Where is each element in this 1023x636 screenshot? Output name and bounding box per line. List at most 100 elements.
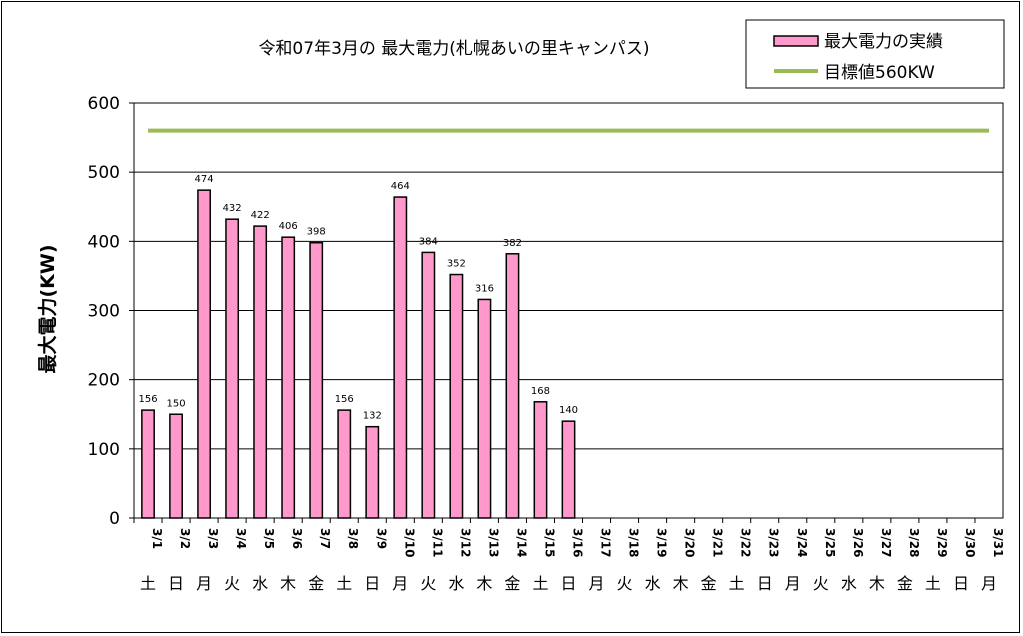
x-tick-label: 3/3 bbox=[206, 528, 220, 549]
bar-data-label: 132 bbox=[363, 411, 382, 422]
bar-data-label: 474 bbox=[195, 174, 214, 185]
x-tick-label: 3/15 bbox=[542, 528, 556, 557]
bar-data-label: 422 bbox=[251, 210, 270, 221]
weekday-label: 木 bbox=[869, 574, 885, 593]
weekday-label: 月 bbox=[196, 574, 212, 593]
chart-title: 令和07年3月の 最大電力(札幌あいの里キャンパス) bbox=[258, 39, 649, 59]
weekday-label: 土 bbox=[532, 574, 548, 593]
weekday-labels: 土日月火水木金土日月火水木金土日月火水木金土日月火水木金土日月 bbox=[140, 574, 997, 593]
weekday-label: 水 bbox=[448, 574, 464, 593]
x-tick-label: 3/4 bbox=[234, 528, 248, 549]
x-tick-label: 3/19 bbox=[655, 528, 669, 557]
bar bbox=[309, 241, 324, 519]
bar bbox=[477, 298, 492, 519]
x-tick-label: 3/11 bbox=[430, 528, 444, 557]
weekday-label: 金 bbox=[308, 574, 324, 593]
x-tick-label: 3/16 bbox=[571, 528, 585, 557]
x-tick-label: 3/26 bbox=[851, 528, 865, 557]
bar bbox=[505, 253, 520, 519]
weekday-label: 水 bbox=[645, 574, 661, 593]
weekday-label: 火 bbox=[420, 574, 436, 593]
weekday-label: 月 bbox=[589, 574, 605, 593]
x-tick-label: 3/18 bbox=[627, 528, 641, 557]
y-tick-label: 0 bbox=[109, 509, 120, 529]
legend-box bbox=[745, 19, 1005, 89]
weekday-label: 月 bbox=[981, 574, 997, 593]
x-tick-label: 3/9 bbox=[374, 528, 388, 549]
bar bbox=[225, 218, 240, 519]
weekday-label: 日 bbox=[364, 574, 380, 593]
weekday-label: 金 bbox=[504, 574, 520, 593]
y-tick-label: 500 bbox=[88, 163, 120, 183]
weekday-label: 土 bbox=[729, 574, 745, 593]
bar-data-label: 140 bbox=[559, 405, 578, 416]
bars bbox=[141, 189, 576, 519]
y-tick-label: 200 bbox=[88, 371, 120, 391]
y-axis-ticks: 0 100 200 300 400 500 600 bbox=[88, 94, 134, 529]
bar-data-label: 352 bbox=[447, 259, 466, 270]
weekday-label: 土 bbox=[925, 574, 941, 593]
bar bbox=[281, 236, 296, 519]
legend-bar-label: 最大電力の実績 bbox=[824, 32, 943, 52]
x-tick-label: 3/14 bbox=[514, 528, 528, 557]
x-tick-label: 3/25 bbox=[823, 528, 837, 557]
x-tick-label: 3/30 bbox=[963, 528, 977, 557]
x-tick-label: 3/8 bbox=[346, 528, 360, 549]
weekday-label: 日 bbox=[953, 574, 969, 593]
x-tick-label: 3/6 bbox=[290, 528, 304, 549]
y-tick-label: 300 bbox=[88, 302, 120, 322]
bar bbox=[449, 273, 464, 519]
bar-data-label: 432 bbox=[223, 203, 242, 214]
x-tick-label: 3/17 bbox=[599, 528, 613, 557]
x-tick-label: 3/29 bbox=[935, 528, 949, 557]
bar bbox=[561, 420, 576, 519]
weekday-label: 火 bbox=[617, 574, 633, 593]
legend-line-label: 目標値560KW bbox=[824, 63, 935, 83]
x-tick-label: 3/12 bbox=[458, 528, 472, 557]
bar bbox=[365, 425, 380, 519]
legend-bar-swatch bbox=[773, 35, 819, 47]
y-tick-label: 600 bbox=[88, 94, 120, 114]
x-tick-label: 3/28 bbox=[907, 528, 921, 557]
x-tick-label: 3/13 bbox=[486, 528, 500, 557]
bar bbox=[197, 189, 211, 519]
bar-data-label: 316 bbox=[475, 283, 494, 294]
bar-data-label: 382 bbox=[503, 238, 522, 249]
weekday-label: 水 bbox=[252, 574, 268, 593]
bar-data-label: 156 bbox=[138, 394, 157, 405]
y-tick-label: 100 bbox=[88, 440, 120, 460]
bar bbox=[253, 225, 268, 519]
weekday-label: 金 bbox=[701, 574, 717, 593]
bar-data-label: 406 bbox=[279, 221, 298, 232]
weekday-label: 日 bbox=[168, 574, 184, 593]
weekday-label: 日 bbox=[560, 574, 576, 593]
x-tick-label: 3/7 bbox=[318, 528, 332, 549]
x-tick-label: 3/23 bbox=[767, 528, 781, 557]
x-tick-label: 3/24 bbox=[795, 528, 809, 557]
bar-data-labels: 156 150 474 432 422 406 398 156 132 464 384 352 316 3… bbox=[138, 174, 578, 422]
y-tick-label: 400 bbox=[88, 232, 120, 252]
legend: 最大電力の実績 目標値560KW bbox=[745, 19, 1005, 89]
x-tick-label: 3/22 bbox=[739, 528, 753, 557]
bar bbox=[169, 413, 183, 519]
weekday-label: 木 bbox=[673, 574, 689, 593]
weekday-label: 月 bbox=[392, 574, 408, 593]
x-tick-label: 3/1 bbox=[150, 528, 164, 549]
weekday-label: 土 bbox=[140, 574, 156, 593]
bar-data-label: 384 bbox=[419, 236, 438, 247]
bar-data-label: 398 bbox=[307, 227, 326, 238]
x-tick-label: 3/21 bbox=[711, 528, 725, 557]
bar bbox=[393, 196, 408, 519]
bar-data-label: 150 bbox=[167, 398, 186, 409]
weekday-label: 月 bbox=[785, 574, 801, 593]
x-tick-label: 3/5 bbox=[262, 528, 276, 549]
bar-data-label: 156 bbox=[335, 394, 354, 405]
y-axis-label: 最大電力(KW) bbox=[36, 244, 59, 373]
weekday-label: 土 bbox=[336, 574, 352, 593]
weekday-label: 木 bbox=[476, 574, 492, 593]
weekday-label: 木 bbox=[280, 574, 296, 593]
bar bbox=[141, 409, 155, 519]
bar-data-label: 168 bbox=[531, 386, 550, 397]
